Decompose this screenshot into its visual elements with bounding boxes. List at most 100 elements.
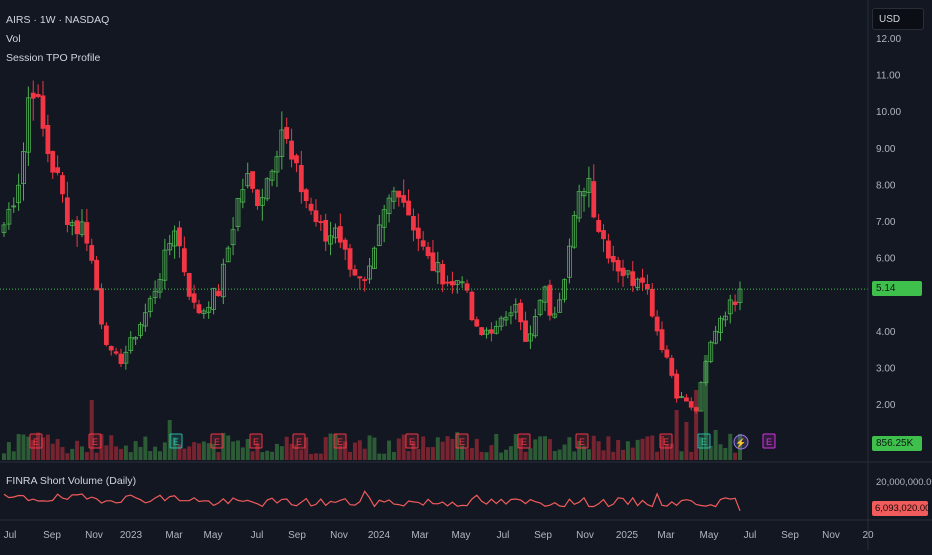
- earnings-marker[interactable]: [333, 433, 347, 449]
- volume-bars: [2, 355, 742, 460]
- candle-body: [367, 265, 372, 280]
- candle-body: [357, 276, 363, 279]
- time-axis-label: Sep: [534, 530, 552, 541]
- candle-body: [172, 230, 177, 247]
- volume-bar: [455, 432, 460, 460]
- volume-bar: [128, 452, 133, 460]
- candle-body: [64, 197, 70, 225]
- time-axis-label: Jul: [497, 530, 510, 541]
- earnings-marker[interactable]: [659, 433, 673, 449]
- candle-body: [60, 175, 65, 195]
- candle-body: [191, 293, 197, 303]
- earnings-marker[interactable]: [169, 433, 183, 449]
- candle-body: [688, 401, 694, 408]
- volume-bar: [601, 450, 606, 460]
- volume-bar: [333, 434, 338, 460]
- volume-bar: [70, 448, 75, 460]
- volume-bar: [79, 446, 84, 460]
- volume-bar: [338, 445, 343, 460]
- earnings-marker[interactable]: [29, 433, 43, 449]
- price-axis-tick: 12.00: [876, 34, 901, 45]
- volume-bar: [479, 451, 484, 460]
- earnings-marker[interactable]: [697, 433, 711, 449]
- earnings-marker[interactable]: [517, 433, 531, 449]
- short-volume-title[interactable]: FINRA Short Volume (Daily): [6, 475, 137, 487]
- volume-bar: [21, 434, 26, 460]
- volume-bar: [11, 451, 16, 460]
- time-axis-label: 2024: [368, 530, 391, 541]
- candle-body: [123, 351, 129, 364]
- candle-body: [703, 361, 709, 384]
- candle-body: [274, 156, 280, 173]
- candle-body: [440, 264, 446, 285]
- volume-bar: [328, 433, 333, 460]
- earnings-marker[interactable]: [455, 433, 469, 449]
- volume-bar: [16, 434, 21, 460]
- candles: [1, 80, 743, 414]
- earnings-marker[interactable]: [88, 433, 102, 449]
- volume-bar: [226, 435, 231, 460]
- time-axis-label: May: [700, 530, 719, 541]
- candle-body: [269, 170, 275, 181]
- symbol-title[interactable]: AIRS · 1W · NASDAQ: [6, 14, 110, 26]
- tpo-indicator-label[interactable]: Session TPO Profile: [6, 52, 101, 64]
- candle-body: [84, 222, 90, 244]
- volume-bar: [708, 445, 713, 460]
- candle-body: [50, 151, 56, 173]
- candle-body: [401, 195, 407, 203]
- volume-bar: [211, 443, 216, 460]
- candle-body: [152, 290, 158, 298]
- earnings-marker[interactable]: [575, 433, 589, 449]
- volume-bar: [289, 443, 294, 460]
- volume-bar: [182, 448, 187, 460]
- volume-bar: [294, 444, 299, 460]
- volume-bar: [284, 436, 289, 460]
- candle-body: [206, 306, 212, 313]
- price-axis-tick: 9.00: [876, 144, 896, 155]
- price-axis-tick: 8.00: [876, 180, 896, 191]
- short-volume-polyline: [3, 490, 741, 512]
- volume-bar: [65, 453, 70, 460]
- volume-bar: [738, 433, 742, 460]
- volume-bar: [31, 440, 36, 460]
- split-marker-icon[interactable]: [733, 434, 749, 450]
- volume-bar: [206, 443, 211, 460]
- earnings-marker[interactable]: [762, 433, 776, 449]
- volume-bar: [26, 436, 31, 460]
- volume-bar: [508, 446, 513, 460]
- earnings-marker[interactable]: [210, 433, 224, 449]
- time-axis-label: Jul: [4, 530, 17, 541]
- vol-indicator-label[interactable]: Vol: [6, 33, 21, 45]
- volume-bar: [406, 451, 411, 460]
- candle-body: [567, 245, 572, 278]
- volume-bar: [2, 453, 6, 460]
- earnings-marker-label: E: [663, 437, 669, 447]
- volume-bar: [235, 440, 240, 460]
- volume-bar: [586, 449, 591, 460]
- candle-body: [591, 181, 597, 218]
- volume-bar: [718, 444, 723, 460]
- volume-bar: [367, 435, 372, 460]
- earnings-marker[interactable]: [249, 433, 263, 449]
- candle-body: [196, 304, 202, 314]
- candle-body: [610, 255, 616, 263]
- volume-bar: [635, 439, 640, 460]
- currency-button[interactable]: USD: [872, 8, 924, 30]
- short-volume-value-label: 6,093,020.00: [872, 501, 930, 516]
- candle-body: [342, 239, 348, 250]
- volume-bar: [401, 434, 406, 460]
- time-axis-label: 20: [862, 530, 874, 541]
- earnings-marker[interactable]: [292, 433, 306, 449]
- candle-body: [74, 220, 80, 235]
- earnings-marker-label: E: [92, 437, 98, 447]
- volume-bar: [562, 444, 567, 460]
- earnings-marker-label: E: [766, 437, 772, 447]
- candle-body: [649, 289, 655, 317]
- candle-body: [240, 189, 246, 203]
- earnings-marker[interactable]: [405, 433, 419, 449]
- volume-bar: [474, 438, 479, 460]
- candle-body: [99, 288, 104, 325]
- candle-body: [177, 227, 182, 247]
